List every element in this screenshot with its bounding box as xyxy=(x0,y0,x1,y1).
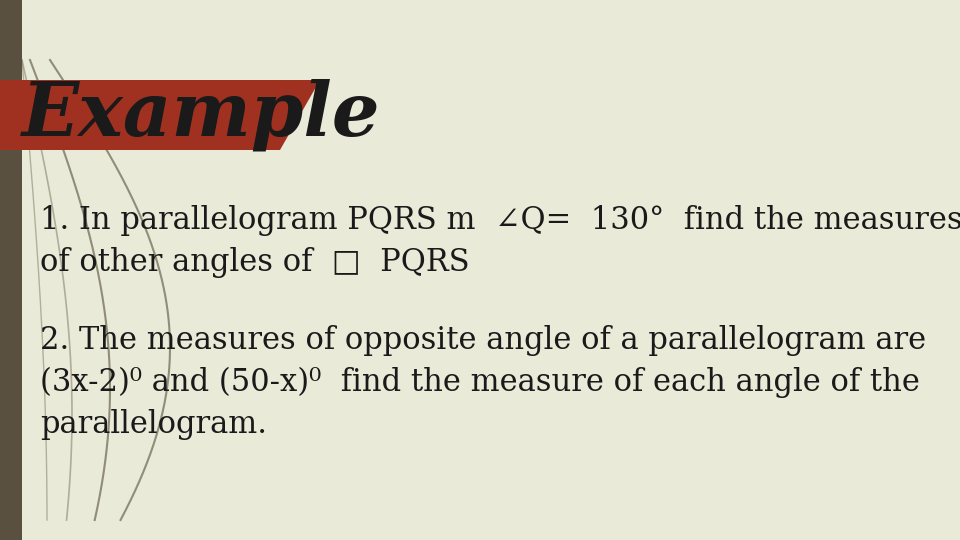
Text: Example: Example xyxy=(22,79,380,151)
Polygon shape xyxy=(0,80,320,150)
Text: 1. In parallelogram PQRS m  ∠Q=  130°  find the measures: 1. In parallelogram PQRS m ∠Q= 130° find… xyxy=(40,205,960,235)
Text: 2. The measures of opposite angle of a parallelogram are: 2. The measures of opposite angle of a p… xyxy=(40,325,926,355)
Text: (3x-2)⁰ and (50-x)⁰  find the measure of each angle of the: (3x-2)⁰ and (50-x)⁰ find the measure of … xyxy=(40,367,920,397)
Bar xyxy=(0,0,22,540)
Text: parallelogram.: parallelogram. xyxy=(40,408,267,440)
Text: of other angles of  □  PQRS: of other angles of □ PQRS xyxy=(40,246,469,278)
